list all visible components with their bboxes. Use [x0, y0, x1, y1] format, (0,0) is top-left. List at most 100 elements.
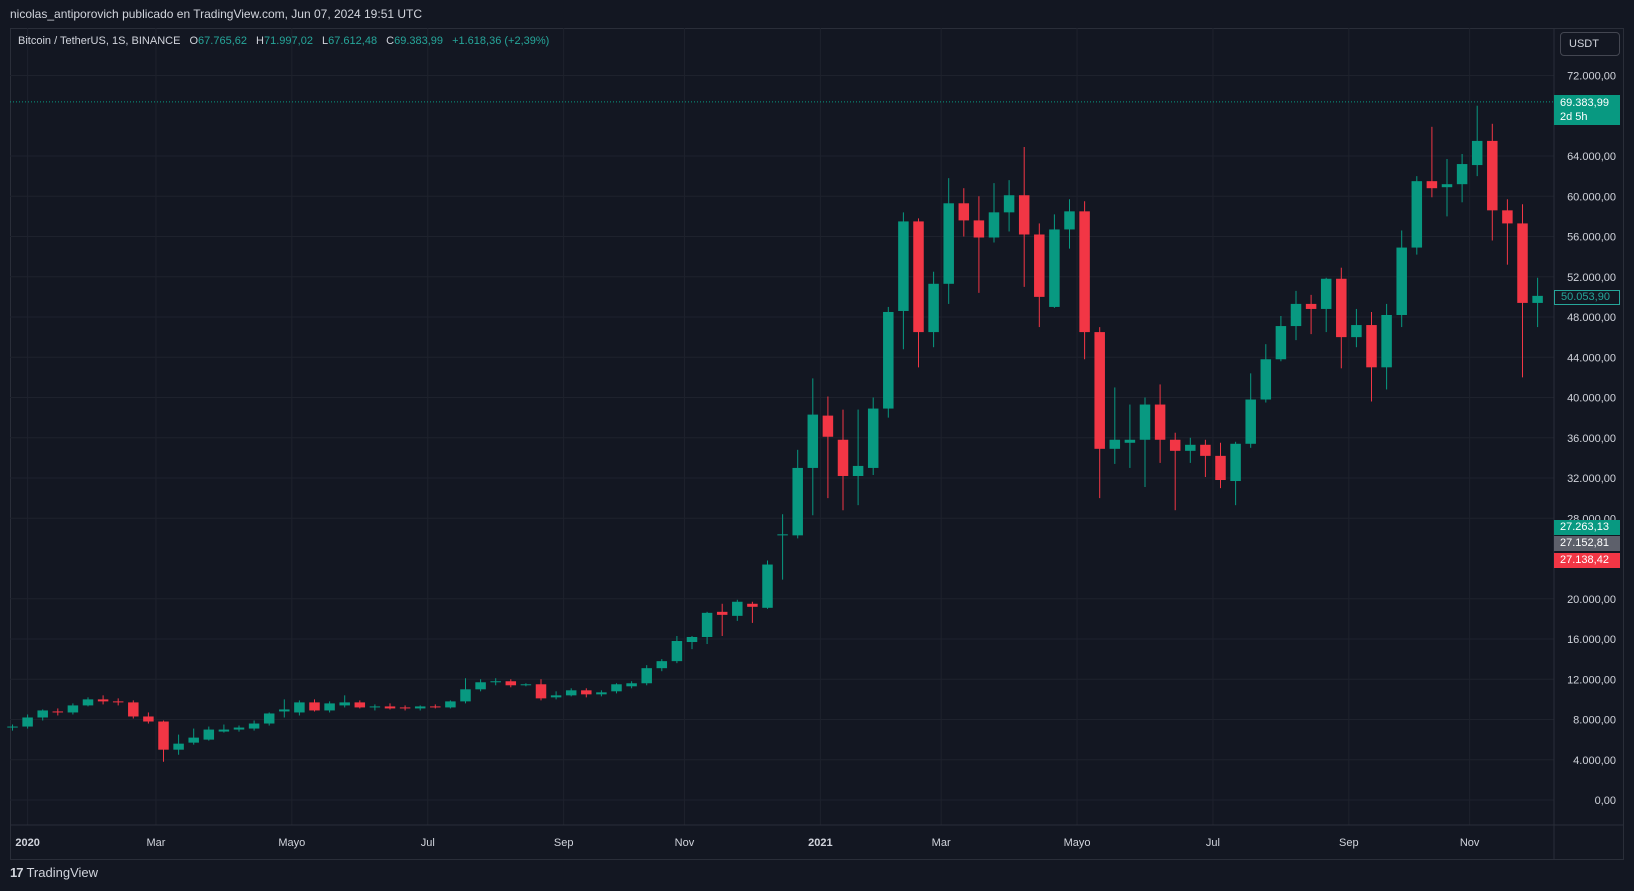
candle[interactable]	[173, 734, 184, 755]
candle[interactable]	[898, 212, 909, 350]
candle[interactable]	[1411, 176, 1423, 255]
candle[interactable]	[128, 700, 139, 719]
candle[interactable]	[1381, 303, 1392, 390]
candle[interactable]	[958, 188, 970, 237]
candle[interactable]	[1290, 290, 1302, 341]
candle[interactable]	[475, 679, 486, 692]
candle[interactable]	[716, 603, 728, 636]
candle[interactable]	[279, 699, 290, 718]
candle[interactable]	[1502, 199, 1513, 265]
candle[interactable]	[988, 183, 1000, 243]
candle[interactable]	[701, 611, 713, 645]
candle[interactable]	[565, 688, 577, 697]
candle[interactable]	[852, 409, 864, 506]
candle[interactable]	[1487, 123, 1498, 241]
candle[interactable]	[37, 709, 48, 721]
candle[interactable]	[520, 683, 532, 687]
candle[interactable]	[732, 599, 743, 621]
candle[interactable]	[324, 701, 335, 713]
candle[interactable]	[22, 714, 33, 729]
candle[interactable]	[1109, 387, 1121, 464]
candle[interactable]	[188, 728, 199, 745]
candle[interactable]	[445, 700, 456, 709]
candle[interactable]	[611, 683, 622, 694]
candle[interactable]	[414, 705, 426, 711]
candle[interactable]	[339, 695, 350, 708]
candle[interactable]	[67, 703, 79, 715]
candle[interactable]	[1034, 223, 1045, 328]
candle[interactable]	[1396, 230, 1407, 328]
candle[interactable]	[1139, 397, 1151, 488]
candle[interactable]	[1079, 201, 1090, 360]
candle[interactable]	[913, 218, 924, 368]
candle[interactable]	[1094, 327, 1105, 499]
candle[interactable]	[641, 665, 652, 686]
candle[interactable]	[1456, 153, 1468, 203]
chart-area[interactable]	[10, 28, 1624, 860]
candle[interactable]	[535, 679, 547, 701]
candle[interactable]	[596, 690, 607, 697]
candle[interactable]	[1154, 384, 1166, 463]
candle[interactable]	[218, 724, 230, 733]
candle[interactable]	[384, 703, 396, 710]
candle[interactable]	[203, 726, 215, 741]
candle[interactable]	[928, 271, 939, 348]
candle[interactable]	[1260, 344, 1272, 403]
candle[interactable]	[1003, 180, 1015, 232]
candle[interactable]	[1215, 442, 1226, 489]
candle[interactable]	[1426, 126, 1438, 198]
candle[interactable]	[7, 724, 18, 731]
candle[interactable]	[1275, 315, 1287, 362]
candle[interactable]	[822, 396, 834, 499]
candle[interactable]	[1230, 441, 1241, 506]
candle[interactable]	[248, 720, 260, 731]
candle[interactable]	[686, 635, 698, 650]
candle[interactable]	[143, 712, 154, 724]
candle[interactable]	[233, 725, 245, 732]
candle[interactable]	[1351, 308, 1362, 348]
candle[interactable]	[369, 704, 381, 711]
candle[interactable]	[837, 409, 849, 511]
candle[interactable]	[807, 378, 819, 516]
candle[interactable]	[112, 698, 124, 706]
tradingview-logo[interactable]: 17 TradingView	[10, 865, 98, 880]
candle[interactable]	[1366, 311, 1377, 402]
candle[interactable]	[1471, 105, 1483, 177]
candle[interactable]	[943, 178, 954, 304]
currency-button[interactable]: USDT	[1560, 32, 1620, 56]
candle[interactable]	[1336, 267, 1347, 369]
candle[interactable]	[1064, 199, 1075, 249]
candle[interactable]	[294, 700, 305, 716]
candle[interactable]	[867, 397, 879, 475]
candle[interactable]	[1305, 294, 1317, 335]
candle[interactable]	[550, 691, 562, 700]
candle[interactable]	[399, 705, 411, 711]
candle[interactable]	[1517, 204, 1528, 378]
candle[interactable]	[973, 196, 985, 293]
candle[interactable]	[309, 699, 320, 712]
candle[interactable]	[97, 695, 109, 705]
candle[interactable]	[1049, 214, 1060, 308]
candle[interactable]	[747, 601, 758, 623]
candle[interactable]	[671, 635, 683, 664]
candle[interactable]	[777, 514, 788, 580]
candle[interactable]	[82, 697, 94, 707]
candle[interactable]	[656, 659, 668, 672]
candle[interactable]	[1532, 277, 1543, 328]
candle[interactable]	[1441, 159, 1453, 217]
candle[interactable]	[762, 560, 773, 609]
candle[interactable]	[505, 679, 517, 688]
candle[interactable]	[626, 681, 637, 689]
candle[interactable]	[158, 720, 169, 762]
candle[interactable]	[490, 678, 501, 686]
candle[interactable]	[52, 708, 64, 716]
candle[interactable]	[581, 688, 592, 698]
candle[interactable]	[460, 678, 471, 704]
candle[interactable]	[883, 306, 894, 418]
candle[interactable]	[1320, 277, 1332, 333]
candle[interactable]	[430, 704, 441, 709]
candle[interactable]	[1169, 432, 1181, 511]
candle[interactable]	[1200, 439, 1211, 477]
candle[interactable]	[1124, 404, 1136, 468]
